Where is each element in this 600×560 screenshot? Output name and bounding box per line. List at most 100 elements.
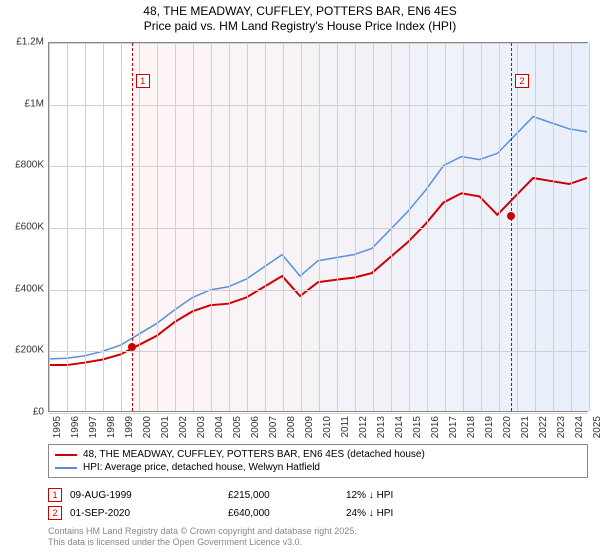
gridline-vertical	[283, 43, 284, 411]
gridline-vertical	[211, 43, 212, 411]
transaction-hpi-delta: 12% ↓ HPI	[346, 490, 588, 501]
y-tick-label: £600K	[15, 222, 44, 233]
gridline-vertical	[499, 43, 500, 411]
transaction-row: 2 01-SEP-2020 £640,000 24% ↓ HPI	[48, 504, 588, 522]
transaction-dot	[507, 212, 515, 220]
y-tick-label: £0	[33, 407, 44, 418]
gridline-vertical	[139, 43, 140, 411]
marker-line	[132, 43, 133, 411]
gridline-horizontal	[49, 290, 587, 291]
gridline-vertical	[49, 43, 50, 411]
gridline-vertical	[445, 43, 446, 411]
gridline-vertical	[589, 43, 590, 411]
title-line-2: Price paid vs. HM Land Registry's House …	[0, 19, 600, 34]
gridline-vertical	[463, 43, 464, 411]
x-tick-label: 2019	[484, 416, 495, 438]
x-tick-label: 2006	[250, 416, 261, 438]
gridline-vertical	[301, 43, 302, 411]
x-tick-label: 1999	[124, 416, 135, 438]
gridline-vertical	[409, 43, 410, 411]
x-tick-label: 2016	[430, 416, 441, 438]
x-tick-label: 2009	[304, 416, 315, 438]
transaction-price: £640,000	[228, 508, 338, 519]
x-tick-label: 2001	[160, 416, 171, 438]
gridline-vertical	[193, 43, 194, 411]
gridline-vertical	[85, 43, 86, 411]
x-tick-label: 2018	[466, 416, 477, 438]
x-tick-label: 1998	[106, 416, 117, 438]
chart-container: 48, THE MEADWAY, CUFFLEY, POTTERS BAR, E…	[0, 0, 600, 560]
gridline-vertical	[553, 43, 554, 411]
transaction-marker: 2	[48, 506, 62, 520]
x-tick-label: 1996	[70, 416, 81, 438]
gridline-vertical	[121, 43, 122, 411]
gridline-vertical	[427, 43, 428, 411]
x-tick-label: 2005	[232, 416, 243, 438]
gridline-vertical	[391, 43, 392, 411]
x-tick-label: 2013	[376, 416, 387, 438]
attribution-line: Contains HM Land Registry data © Crown c…	[48, 526, 588, 537]
legend-row: HPI: Average price, detached house, Welw…	[55, 461, 581, 474]
gridline-horizontal	[49, 43, 587, 44]
x-tick-label: 2025	[592, 416, 600, 438]
transaction-dot	[128, 343, 136, 351]
y-tick-label: £1M	[25, 98, 44, 109]
y-tick-label: £800K	[15, 160, 44, 171]
title-line-1: 48, THE MEADWAY, CUFFLEY, POTTERS BAR, E…	[0, 4, 600, 19]
gridline-horizontal	[49, 166, 587, 167]
gridline-horizontal	[49, 105, 587, 106]
gridline-vertical	[67, 43, 68, 411]
x-tick-label: 2012	[358, 416, 369, 438]
legend-label: 48, THE MEADWAY, CUFFLEY, POTTERS BAR, E…	[83, 449, 425, 460]
x-tick-label: 1995	[52, 416, 63, 438]
gridline-vertical	[517, 43, 518, 411]
gridline-vertical	[103, 43, 104, 411]
x-tick-label: 2007	[268, 416, 279, 438]
transaction-table: 1 09-AUG-1999 £215,000 12% ↓ HPI 2 01-SEP-202…	[48, 486, 588, 522]
x-tick-label: 2022	[538, 416, 549, 438]
legend: 48, THE MEADWAY, CUFFLEY, POTTERS BAR, E…	[48, 444, 588, 478]
x-tick-label: 2015	[412, 416, 423, 438]
x-tick-label: 2003	[196, 416, 207, 438]
legend-swatch	[55, 467, 77, 469]
x-tick-label: 2000	[142, 416, 153, 438]
transaction-date: 01-SEP-2020	[70, 508, 220, 519]
gridline-vertical	[175, 43, 176, 411]
gridline-vertical	[337, 43, 338, 411]
x-tick-label: 2008	[286, 416, 297, 438]
gridline-vertical	[229, 43, 230, 411]
gridline-vertical	[265, 43, 266, 411]
legend-swatch	[55, 454, 77, 456]
y-tick-label: £200K	[15, 345, 44, 356]
gridline-horizontal	[49, 351, 587, 352]
marker-box: 2	[515, 74, 529, 88]
y-tick-label: £1.2M	[16, 37, 44, 48]
legend-label: HPI: Average price, detached house, Welw…	[83, 462, 320, 473]
gridline-vertical	[571, 43, 572, 411]
gridline-vertical	[355, 43, 356, 411]
x-tick-label: 2023	[556, 416, 567, 438]
transaction-row: 1 09-AUG-1999 £215,000 12% ↓ HPI	[48, 486, 588, 504]
marker-box: 1	[136, 74, 150, 88]
title-block: 48, THE MEADWAY, CUFFLEY, POTTERS BAR, E…	[0, 0, 600, 34]
transaction-date: 09-AUG-1999	[70, 490, 220, 501]
marker-line	[511, 43, 512, 411]
x-tick-label: 2024	[574, 416, 585, 438]
plot-gradient	[132, 43, 589, 411]
transaction-price: £215,000	[228, 490, 338, 501]
legend-row: 48, THE MEADWAY, CUFFLEY, POTTERS BAR, E…	[55, 448, 581, 461]
gridline-vertical	[373, 43, 374, 411]
transaction-hpi-delta: 24% ↓ HPI	[346, 508, 588, 519]
attribution: Contains HM Land Registry data © Crown c…	[48, 526, 588, 549]
gridline-horizontal	[49, 413, 587, 414]
x-tick-label: 2017	[448, 416, 459, 438]
x-tick-label: 2004	[214, 416, 225, 438]
x-tick-label: 2020	[502, 416, 513, 438]
gridline-vertical	[247, 43, 248, 411]
gridline-horizontal	[49, 228, 587, 229]
transaction-marker: 1	[48, 488, 62, 502]
gridline-vertical	[157, 43, 158, 411]
attribution-line: This data is licensed under the Open Gov…	[48, 537, 588, 548]
gridline-vertical	[481, 43, 482, 411]
y-tick-label: £400K	[15, 283, 44, 294]
